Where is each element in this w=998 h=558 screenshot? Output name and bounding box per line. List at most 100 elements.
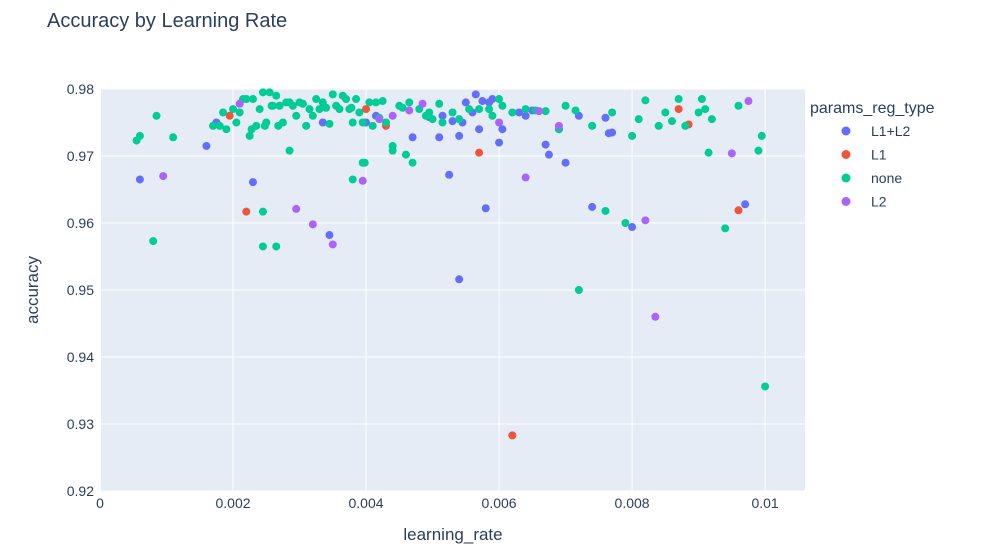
data-point [641, 216, 650, 225]
data-point [405, 98, 414, 107]
legend-marker [841, 150, 851, 159]
data-point [654, 121, 663, 130]
data-point [375, 115, 384, 124]
data-points [132, 88, 770, 440]
data-point [308, 220, 317, 229]
x-axis-title: learning_rate [403, 525, 502, 544]
data-point [268, 101, 277, 110]
legend-marker [841, 173, 851, 183]
data-point [455, 275, 464, 284]
data-point [621, 219, 630, 227]
data-point [202, 141, 211, 150]
data-point [465, 105, 474, 114]
data-point [561, 158, 570, 167]
data-point [292, 111, 301, 120]
series-none [132, 88, 770, 391]
data-point [248, 95, 257, 104]
data-point [734, 101, 743, 110]
data-point [149, 237, 158, 246]
data-point [478, 97, 487, 106]
data-point [245, 131, 254, 140]
data-point [252, 121, 261, 130]
data-point [461, 98, 470, 107]
data-point [741, 200, 750, 209]
y-axis-ticks: 0.92 0.93 0.94 0.95 0.96 0.97 0.98 [67, 81, 94, 499]
y-tick-label: 0.97 [67, 148, 94, 164]
data-point [588, 121, 597, 130]
x-axis-ticks: 0 0.002 0.004 0.006 0.008 0.01 [96, 495, 779, 511]
data-point [521, 173, 530, 182]
x-tick-label: 0 [96, 495, 104, 511]
data-point [761, 382, 770, 391]
data-point [215, 121, 224, 130]
data-point [475, 125, 484, 134]
data-point [248, 178, 257, 187]
data-point [681, 121, 690, 130]
data-point [408, 133, 417, 142]
data-point [322, 103, 331, 112]
data-point [701, 105, 710, 114]
data-point [347, 103, 356, 112]
data-point [342, 95, 351, 104]
data-point [541, 107, 550, 116]
series-l1-l2 [135, 90, 750, 284]
data-point [235, 99, 244, 108]
data-point [308, 111, 317, 120]
y-axis-title: accuracy [23, 255, 42, 324]
data-point [707, 115, 716, 124]
x-tick-label: 0.006 [482, 495, 517, 511]
data-point [278, 118, 287, 127]
data-point [651, 312, 660, 321]
data-point [561, 101, 570, 110]
data-point [481, 204, 490, 213]
data-point [235, 108, 244, 117]
data-point [242, 207, 251, 216]
data-point [448, 117, 457, 126]
data-point [471, 90, 480, 99]
legend-marker [841, 197, 851, 206]
data-point [258, 88, 267, 97]
data-point [608, 128, 617, 137]
data-point [222, 125, 231, 134]
data-point [262, 118, 271, 127]
data-point [325, 119, 334, 128]
data-point [601, 206, 610, 215]
data-point [219, 108, 228, 117]
data-point [694, 108, 703, 117]
data-point [488, 111, 497, 120]
data-point [661, 108, 670, 117]
y-tick-label: 0.93 [67, 416, 94, 432]
data-point [312, 95, 321, 104]
y-tick-label: 0.98 [67, 81, 94, 97]
data-point [378, 97, 387, 106]
data-point [272, 242, 281, 251]
legend-label: none [871, 170, 902, 186]
grid-lines [99, 88, 805, 492]
data-point [425, 108, 434, 117]
data-point [498, 101, 507, 110]
y-tick-label: 0.96 [67, 215, 94, 231]
data-point [258, 207, 267, 216]
data-point [388, 146, 397, 155]
data-point [135, 175, 144, 184]
data-point [298, 99, 307, 108]
data-point [445, 170, 454, 179]
data-point [628, 223, 637, 232]
data-point [754, 146, 763, 155]
y-tick-label: 0.95 [67, 282, 94, 298]
data-point [435, 133, 444, 142]
data-point [438, 111, 447, 120]
data-point [258, 242, 267, 251]
data-point [521, 105, 530, 114]
data-point [554, 121, 563, 130]
x-tick-label: 0.01 [751, 495, 778, 511]
data-point [757, 131, 766, 140]
data-point [495, 118, 504, 127]
data-point [508, 431, 517, 440]
chart-title: Accuracy by Learning Rate [47, 10, 287, 32]
data-point [727, 149, 736, 158]
data-point [534, 107, 543, 116]
data-point [229, 105, 238, 114]
data-point [305, 105, 314, 114]
data-point [495, 138, 504, 147]
